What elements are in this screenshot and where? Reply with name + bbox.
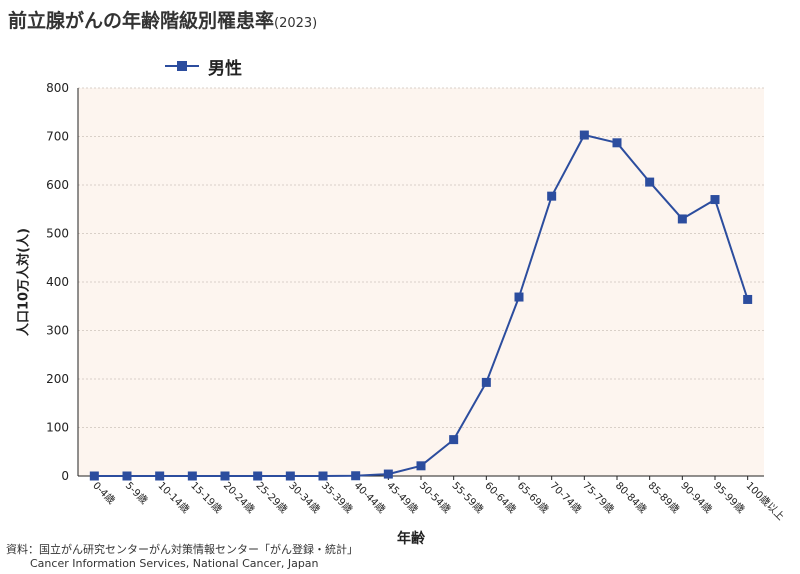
x-tick-label: 15-19歳: [188, 480, 224, 516]
x-tick-label: 80-84歳: [613, 480, 649, 516]
y-tick-label: 400: [46, 275, 69, 289]
x-tick-label: 100歳以上: [744, 480, 787, 523]
data-point: [449, 435, 459, 445]
x-tick-label: 60-64歳: [482, 480, 518, 516]
y-tick-label: 700: [46, 130, 69, 144]
data-point: [612, 138, 622, 148]
x-axis-label: 年齢: [397, 531, 425, 547]
data-point: [677, 214, 687, 224]
legend-label: 男性: [208, 59, 242, 79]
x-tick-label: 45-49歳: [384, 480, 420, 516]
data-point: [89, 471, 99, 481]
data-point: [743, 294, 753, 304]
x-tick-label: 5-9歳: [123, 480, 150, 507]
data-point: [547, 191, 557, 201]
y-tick-label: 100: [46, 421, 69, 435]
data-point: [253, 471, 263, 481]
data-point: [285, 471, 295, 481]
y-tick-label: 0: [61, 469, 69, 483]
x-tick-label: 65-69歳: [515, 480, 551, 516]
x-tick-label: 85-89歳: [646, 480, 682, 516]
data-point: [710, 195, 720, 205]
data-point: [122, 471, 132, 481]
data-point: [481, 377, 491, 387]
y-tick-label: 300: [46, 324, 69, 338]
x-tick-label: 90-94歳: [678, 480, 714, 516]
data-point: [579, 130, 589, 140]
source-note: 資料：国立がん研究センターがん対策情報センター「がん登録・統計」 Cancer …: [6, 543, 358, 571]
data-point: [416, 461, 426, 471]
source-english: Cancer Information Services, National Ca…: [30, 557, 319, 570]
source-japanese: 資料：国立がん研究センターがん対策情報センター「がん登録・統計」: [6, 543, 358, 556]
x-tick-label: 20-24歳: [221, 480, 257, 516]
x-tick-label: 55-59歳: [450, 480, 486, 516]
x-tick-label: 70-74歳: [548, 480, 584, 516]
x-tick-label: 35-39歳: [319, 480, 355, 516]
x-tick-label: 0-4歳: [90, 480, 117, 507]
y-tick-label: 800: [46, 81, 69, 95]
y-tick-label: 600: [46, 178, 69, 192]
chart-title-text: 前立腺がんの年齢階級別罹患率: [8, 10, 275, 32]
x-tick-label: 75-79歳: [580, 480, 616, 516]
data-point: [514, 292, 524, 302]
data-point: [187, 471, 197, 481]
data-point: [383, 469, 393, 479]
data-point: [318, 471, 328, 481]
data-point: [351, 471, 361, 481]
y-tick-label: 200: [46, 372, 69, 386]
y-tick-label: 500: [46, 227, 69, 241]
y-axis-label: 人口10万人対(人): [16, 228, 32, 336]
x-tick-label: 25-29歳: [254, 480, 290, 516]
chart-title: 前立腺がんの年齢階級別罹患率(2023): [8, 6, 317, 33]
x-tick-label: 40-44歳: [352, 480, 388, 516]
legend-marker-icon: [165, 61, 199, 71]
data-point: [220, 471, 230, 481]
data-point: [645, 177, 655, 187]
x-tick-label: 50-54歳: [417, 480, 453, 516]
x-tick-label: 30-34歳: [286, 480, 322, 516]
plot-area: [78, 88, 764, 476]
x-tick-label: 10-14歳: [156, 480, 192, 516]
x-tick-label: 95-99歳: [711, 480, 747, 516]
data-point: [155, 471, 165, 481]
chart-title-year: (2023): [274, 16, 318, 31]
